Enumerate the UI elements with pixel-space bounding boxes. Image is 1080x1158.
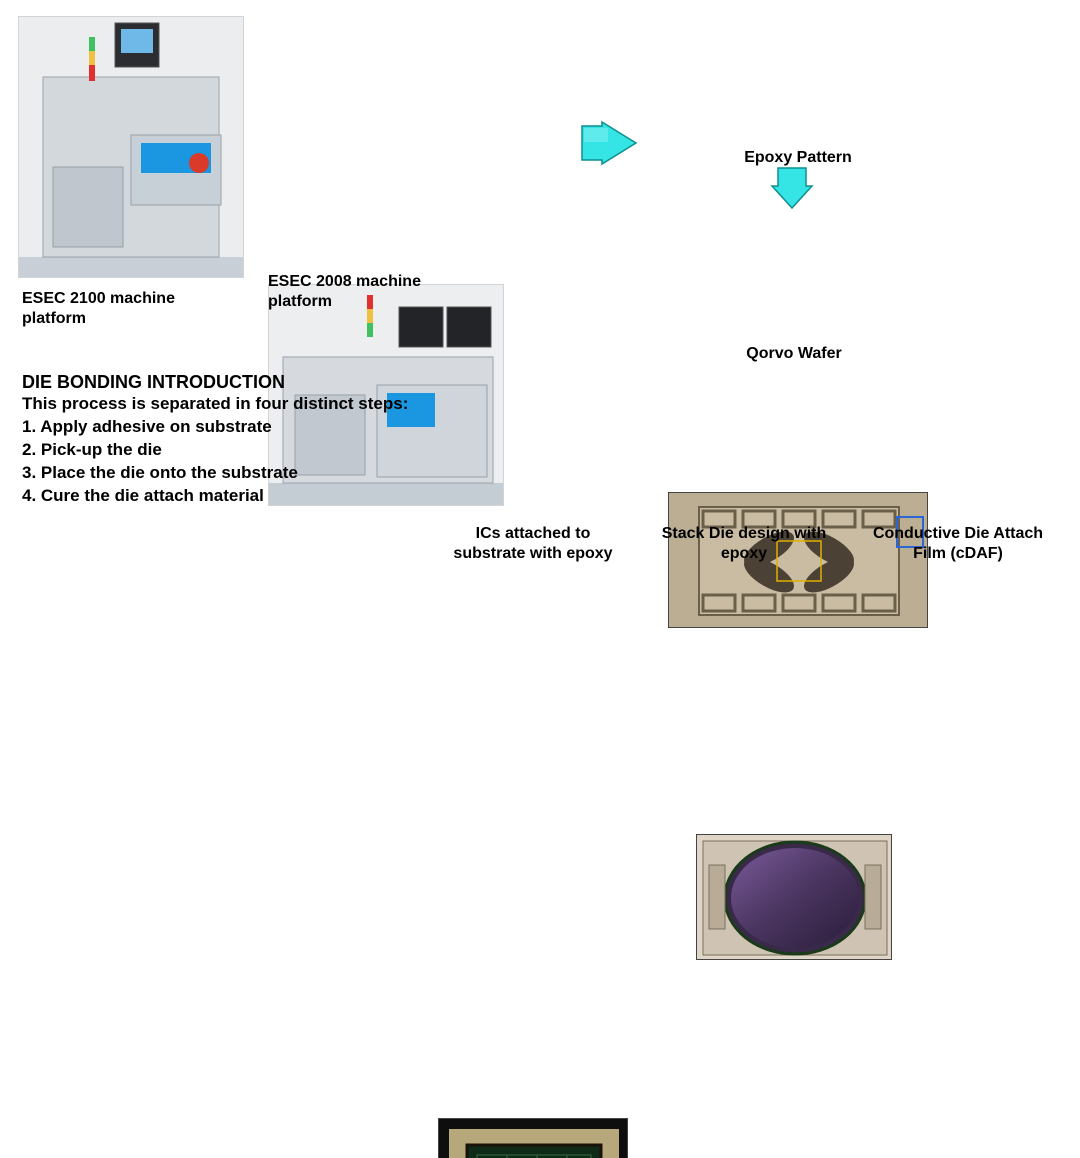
stack-die-caption: Stack Die design with epoxy	[648, 524, 840, 564]
wafer-illustration	[697, 835, 892, 960]
intro-step-3: 3. Place the die onto the substrate	[22, 462, 422, 485]
machine-photo-esec2100	[18, 16, 244, 278]
ics-image	[438, 1118, 628, 1158]
intro-step-4: 4. Cure the die attach material	[22, 485, 422, 508]
machine-caption-esec2100: ESEC 2100 machine platform	[22, 289, 202, 329]
cdaf-caption: Conductive Die Attach Film (cDAF)	[858, 524, 1058, 564]
intro-title: DIE BONDING INTRODUCTION	[22, 372, 422, 393]
wafer-image	[696, 834, 892, 960]
ics-illustration	[439, 1119, 628, 1158]
intro-block: DIE BONDING INTRODUCTION This process is…	[22, 372, 422, 508]
arrow-down-icon	[770, 166, 814, 210]
intro-lead: This process is separated in four distin…	[22, 393, 422, 416]
machine-caption-esec2008: ESEC 2008 machine platform	[268, 272, 448, 312]
machine-illustration	[19, 17, 244, 278]
ics-caption: ICs attached to substrate with epoxy	[438, 524, 628, 564]
arrow-right-icon	[580, 120, 638, 166]
intro-step-1: 1. Apply adhesive on substrate	[22, 416, 422, 439]
intro-step-2: 2. Pick-up the die	[22, 439, 422, 462]
wafer-caption: Qorvo Wafer	[696, 344, 892, 364]
epoxy-pattern-caption: Epoxy Pattern	[668, 148, 928, 168]
